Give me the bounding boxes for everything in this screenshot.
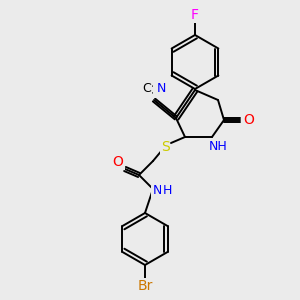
Text: F: F [191, 8, 199, 22]
Text: NH: NH [208, 140, 227, 154]
Text: O: O [244, 113, 254, 127]
Text: N: N [152, 184, 162, 197]
Text: C: C [142, 82, 151, 94]
Text: C: C [145, 83, 153, 97]
Text: N: N [154, 83, 164, 97]
Text: S: S [160, 140, 169, 154]
Text: Br: Br [137, 279, 153, 293]
Text: N: N [157, 82, 166, 94]
Text: H: H [162, 184, 172, 197]
Text: O: O [112, 155, 123, 169]
